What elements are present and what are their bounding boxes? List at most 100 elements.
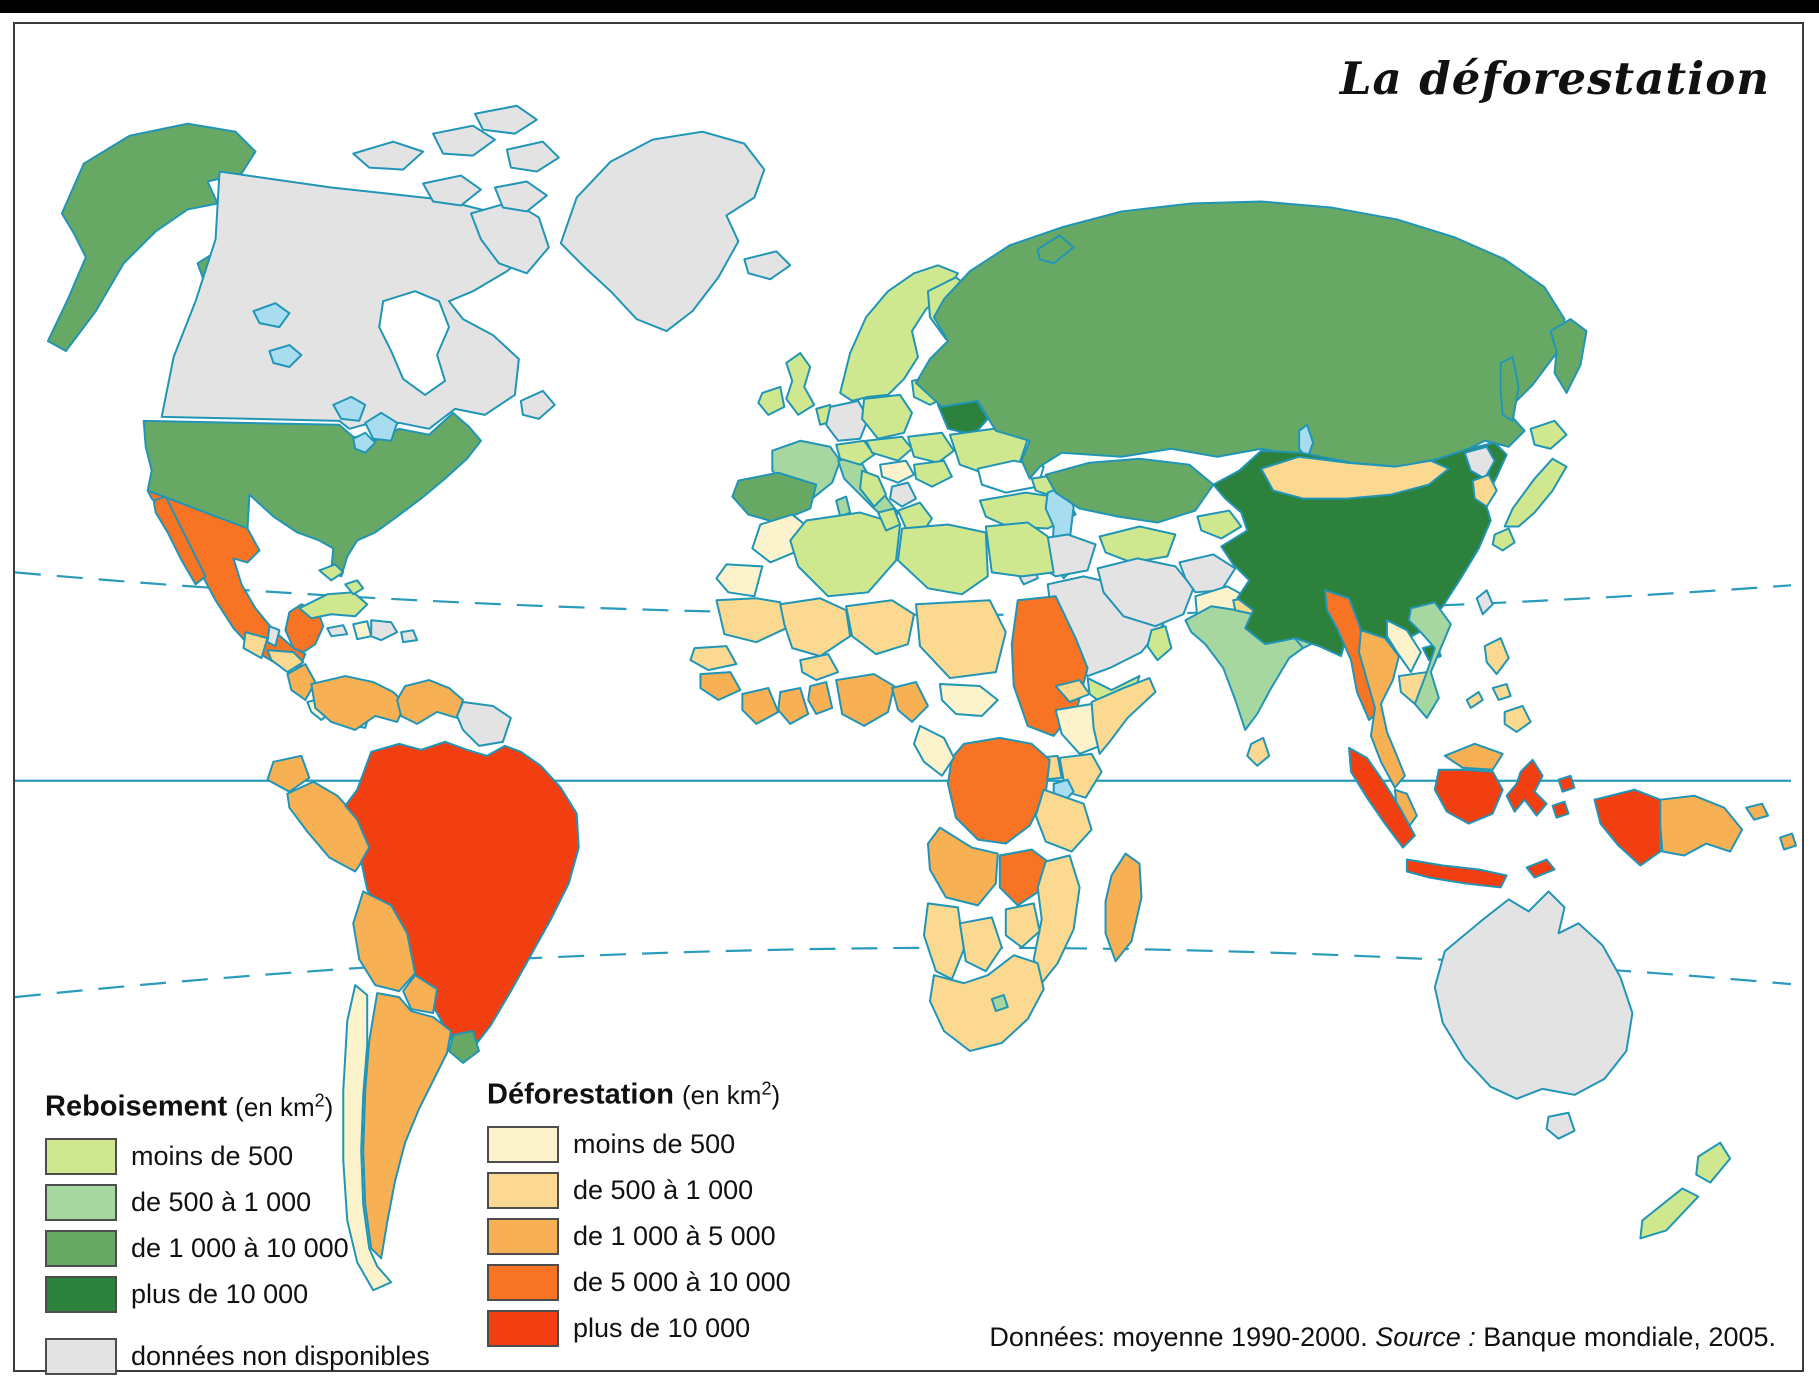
region-argentina: [362, 992, 453, 1260]
region-bahamas: [318, 563, 345, 582]
legend-label: de 500 à 1 000: [131, 1187, 312, 1218]
region-great-slave-lake: [268, 344, 303, 368]
region-cuba: [298, 591, 369, 620]
region-philippines-luzon: [1483, 637, 1510, 676]
continent-north-america: [46, 104, 792, 729]
legend-label: de 5 000 à 10 000: [573, 1267, 791, 1298]
legend-reboisement-unit: (en km2): [235, 1090, 334, 1122]
region-timor: [1525, 858, 1556, 879]
region-usa: [142, 411, 482, 578]
region-sri-lanka: [1246, 736, 1271, 767]
region-western-balkans: [859, 469, 888, 508]
region-mozambique: [1032, 854, 1081, 985]
region-lake-baikal: [1298, 423, 1315, 460]
region-mongolia: [1260, 455, 1450, 500]
region-mauritania: [715, 597, 788, 644]
region-togo-benin: [807, 681, 834, 715]
region-guatemala: [242, 631, 269, 660]
region-libya: [897, 523, 989, 596]
world-map: [15, 104, 1798, 1292]
region-ghana: [777, 687, 810, 725]
region-central-african-republic: [938, 683, 999, 717]
legend-deforestation-heading: Déforestation (en km2): [487, 1078, 791, 1112]
region-java: [1405, 858, 1508, 889]
region-belize: [266, 625, 281, 648]
region-thailand: [1357, 629, 1406, 789]
region-iceland: [743, 250, 792, 281]
region-madagascar: [1104, 852, 1143, 963]
region-algeria: [789, 511, 902, 598]
legend-deforestation-title: Déforestation: [487, 1078, 674, 1111]
region-somalia: [1090, 677, 1157, 755]
region-arctic-island: [493, 180, 548, 213]
legend-item: moins de 500: [487, 1122, 791, 1168]
region-oman: [1146, 625, 1173, 662]
region-north-korea: [1463, 445, 1496, 480]
region-haiti: [352, 620, 373, 641]
region-sumatra: [1348, 746, 1416, 849]
region-paraguay: [402, 974, 439, 1015]
region-kyrgyzstan-tajikistan: [1196, 509, 1243, 540]
region-laos: [1385, 619, 1422, 674]
continent-south-america: [266, 675, 580, 1292]
region-senegal: [689, 645, 738, 672]
region-arctic-island: [352, 140, 425, 171]
region-hungary: [879, 459, 915, 484]
region-czech-slovakia: [865, 435, 913, 462]
region-botswana: [958, 916, 1003, 973]
region-dr-congo: [946, 736, 1051, 845]
region-venezuela: [396, 679, 464, 725]
legend-label: moins de 500: [573, 1129, 736, 1160]
region-zimbabwe: [1004, 902, 1041, 949]
region-papua-indonesia: [1593, 788, 1662, 867]
legend-item: de 1 000 à 5 000: [487, 1214, 791, 1260]
legend-label: de 1 000 à 5 000: [573, 1221, 776, 1252]
region-arctic-island: [422, 174, 482, 207]
region-tunisia: [877, 507, 902, 532]
region-chad: [914, 599, 1007, 680]
region-kazakhstan: [1044, 457, 1215, 524]
region-western-sahara: [715, 563, 764, 598]
map-title: La déforestation: [1339, 52, 1770, 105]
region-dominican-republic: [370, 619, 399, 642]
region-sardinia: [835, 495, 852, 518]
region-guinea: [699, 671, 742, 701]
region-hudson-bay: [378, 290, 451, 396]
source-suffix: Banque mondiale, 2005.: [1475, 1322, 1776, 1352]
legend-item: de 500 à 1 000: [487, 1168, 791, 1214]
legend-swatch: [45, 1184, 117, 1222]
region-burkina-faso: [799, 653, 840, 682]
region-bahamas: [344, 579, 365, 596]
legend-swatch: [487, 1264, 559, 1302]
region-tasmania: [1545, 1111, 1576, 1140]
region-moluccas: [1557, 774, 1576, 793]
legend-label: plus de 10 000: [573, 1313, 751, 1344]
region-ecuador: [266, 754, 311, 793]
region-chile: [342, 984, 393, 1292]
region-bolivia: [352, 890, 417, 993]
map-frame: La déforestation Reboisement (en km2) mo…: [13, 22, 1804, 1376]
region-egypt: [984, 521, 1055, 578]
region-mali: [779, 597, 852, 658]
region-niger: [845, 599, 915, 656]
legend-label: données non disponibles: [131, 1341, 430, 1372]
region-sulawesi: [1505, 758, 1548, 817]
region-australia: [1433, 890, 1634, 1100]
region-guyanas: [456, 700, 512, 747]
region-nigeria: [835, 673, 896, 727]
legend-swatch: [487, 1172, 559, 1210]
region-brazil: [344, 740, 580, 1052]
region-namibia: [922, 902, 965, 981]
region-nicaragua: [286, 663, 317, 701]
region-newfoundland: [519, 389, 556, 420]
region-spain-portugal: [731, 471, 818, 524]
region-great-lakes: [352, 431, 377, 454]
legend-swatch: [45, 1230, 117, 1268]
region-cameroon: [891, 681, 929, 723]
region-philippines-visayas: [1491, 683, 1512, 701]
region-solomon-islands: [1779, 832, 1798, 851]
region-south-korea: [1471, 473, 1498, 508]
region-angola: [926, 826, 999, 907]
region-borneo-malaysia: [1443, 742, 1504, 771]
